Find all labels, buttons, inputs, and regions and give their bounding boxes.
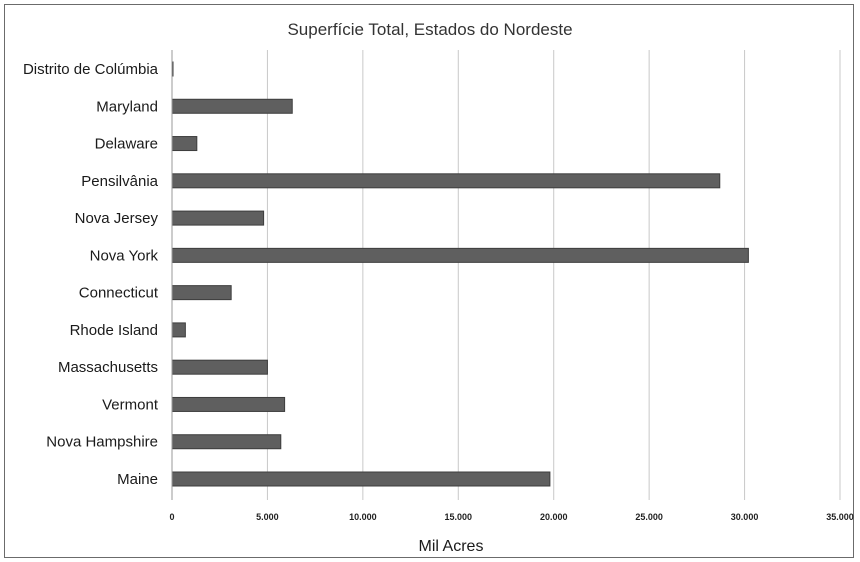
chart-frame: Superfície Total, Estados do Nordeste Di… xyxy=(4,4,854,558)
bar xyxy=(171,471,551,487)
category-labels: Distrito de Colúmbia Maryland Delaware Pens… xyxy=(23,61,159,488)
category-label: Delaware xyxy=(95,136,158,153)
category-label: Nova York xyxy=(90,247,159,264)
bar xyxy=(171,322,186,338)
category-label: Massachusetts xyxy=(58,359,158,376)
bar xyxy=(171,285,232,301)
bar xyxy=(171,136,198,152)
bar xyxy=(171,247,749,263)
category-label: Maryland xyxy=(96,98,158,115)
bar xyxy=(171,434,282,450)
x-tick-label: 30.000 xyxy=(731,512,759,522)
category-label: Maine xyxy=(117,471,158,488)
x-axis-title: Mil Acres xyxy=(419,538,484,555)
bar xyxy=(171,359,268,375)
bar-chart: Superfície Total, Estados do Nordeste Di… xyxy=(23,20,854,555)
category-label: Vermont xyxy=(102,396,159,413)
category-label: Connecticut xyxy=(79,285,159,302)
x-tick-label: 0 xyxy=(169,512,174,522)
x-tick-label: 5.000 xyxy=(256,512,279,522)
category-label: Rhode Island xyxy=(70,322,158,339)
bar xyxy=(171,396,286,412)
x-tick-label: 15.000 xyxy=(445,512,473,522)
bar xyxy=(171,210,265,226)
x-tick-labels: 0 5.000 10.000 15.000 20.000 25.000 30.000 35.0… xyxy=(169,512,853,522)
x-tick-label: 25.000 xyxy=(635,512,663,522)
category-label: Pensilvânia xyxy=(81,173,158,190)
bar xyxy=(171,173,721,189)
x-tick-label: 35.000 xyxy=(826,512,854,522)
category-label: Nova Jersey xyxy=(75,210,159,227)
chart-title: Superfície Total, Estados do Nordeste xyxy=(287,20,572,39)
category-label: Nova Hampshire xyxy=(46,434,158,451)
category-label: Distrito de Colúmbia xyxy=(23,61,159,78)
x-tick-label: 10.000 xyxy=(349,512,377,522)
gridlines xyxy=(266,50,841,500)
bars xyxy=(171,61,749,487)
bar xyxy=(171,98,293,114)
x-tick-label: 20.000 xyxy=(540,512,568,522)
